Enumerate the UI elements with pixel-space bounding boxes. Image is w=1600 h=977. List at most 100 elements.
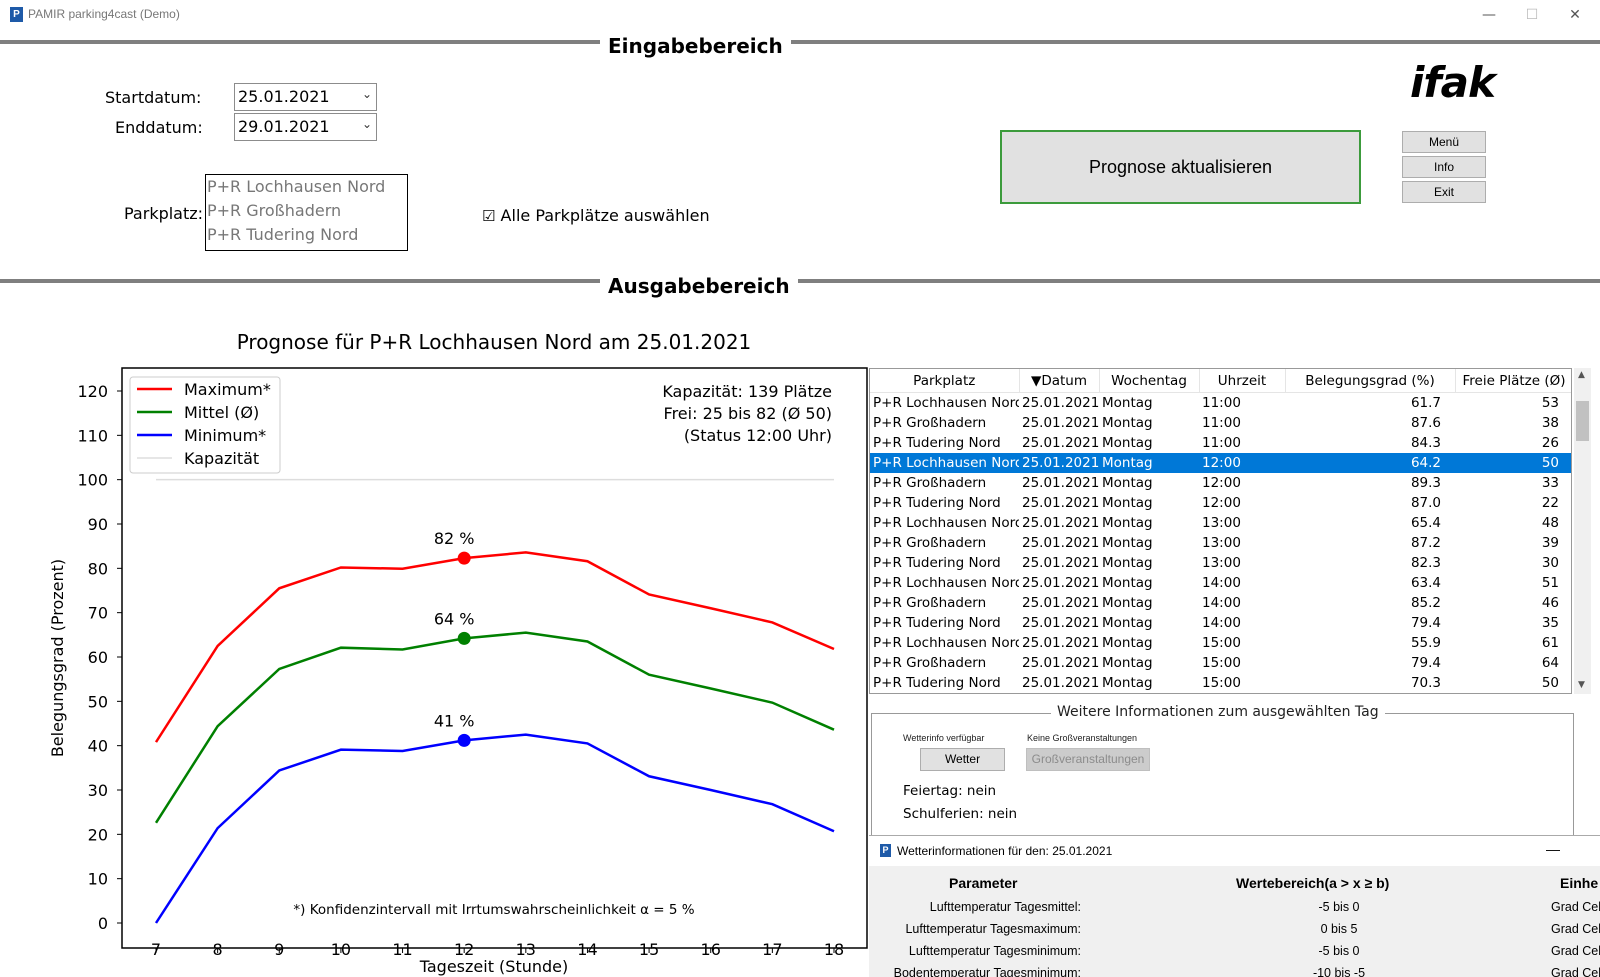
col-range-header: Wertebereich(a > x ≥ b) [1236,875,1390,891]
parking-label: Parkplatz: [124,204,204,223]
table-cell: 38 [1541,415,1559,431]
table-cell: P+R Tudering Nord [873,555,1001,571]
col-parameter-header: Parameter [949,875,1018,891]
parking-icon: P [880,844,891,857]
select-all-checkbox[interactable]: ☑ Alle Parkplätze auswählen [482,206,710,225]
chevron-up-icon[interactable]: ▲ [1578,370,1585,380]
x-tick-label: 12 [454,940,474,959]
scrollbar-thumb[interactable] [1576,401,1589,441]
table-cell: P+R Tudering Nord [873,495,1001,511]
table-cell: P+R Großhadern [873,415,987,431]
table-cell: 25.01.2021 [1022,575,1099,591]
table-cell: P+R Tudering Nord [873,675,1001,691]
close-button[interactable]: ✕ [1569,7,1581,23]
table-cell: P+R Großhadern [873,535,987,551]
start-date-picker[interactable]: 25.01.2021 ⌄ [234,83,377,111]
table-cell: 13:00 [1202,535,1241,551]
series-line-mean [154,631,835,824]
table-row[interactable]: P+R Tudering Nord 25.01.2021 Montag 12:00 87… [870,493,1571,513]
table-row[interactable]: P+R Lochhausen Nord 25.01.2021 Montag 14:00… [870,573,1571,593]
table-row[interactable]: P+R Großhadern 25.01.2021 Montag 14:00 85.2 4… [870,593,1571,613]
column-header[interactable]: Freie Plätze (Ø) [1455,369,1571,393]
school-holiday-info: Schulferien: nein [903,806,1018,822]
table-cell: 14:00 [1202,575,1241,591]
table-cell: Montag [1102,495,1153,511]
forecast-table[interactable]: Parkplatz ▼Datum Wochentag Uhrzeit Belegungs… [869,368,1572,694]
table-cell: 50 [1541,675,1559,691]
table-cell: 25.01.2021 [1022,555,1099,571]
ifak-logo: ifak [1410,58,1496,107]
x-tick-label: 16 [701,940,721,959]
weather-button[interactable]: Wetter [920,748,1005,771]
legend-label-minimum: Minimum* [184,426,266,445]
table-cell: 22 [1541,495,1559,511]
table-scrollbar[interactable]: ▲ ▼ [1574,368,1591,694]
table-cell: 30 [1541,555,1559,571]
table-cell: 25.01.2021 [1022,475,1099,491]
title-bar [0,0,1600,30]
table-cell: 61.7 [1410,395,1441,411]
table-row[interactable]: P+R Großhadern 25.01.2021 Montag 12:00 89.3 3… [870,473,1571,493]
parking-listbox[interactable]: P+R Lochhausen Nord P+R Großhadern P+R T… [205,174,408,251]
checkbox-checked-icon: ☑ [482,207,496,225]
update-forecast-button[interactable]: Prognose aktualisieren [1000,130,1361,204]
table-cell: 11:00 [1202,395,1241,411]
popup-minimize-button[interactable]: — [1546,841,1560,857]
maximize-button[interactable]: ☐ [1525,7,1539,23]
weather-parameter: Lufttemperatur Tagesminimum: [908,944,1081,958]
list-item[interactable]: P+R Großhadern [207,201,342,220]
table-cell: 25.01.2021 [1022,415,1099,431]
table-cell: 85.2 [1410,595,1441,611]
table-row[interactable]: P+R Lochhausen Nord 25.01.2021 Montag 13:00… [870,513,1571,533]
table-cell: 53 [1541,395,1559,411]
start-date-label: Startdatum: [105,88,202,107]
menu-button[interactable]: Menü [1402,131,1486,153]
table-cell: 63.4 [1410,575,1441,591]
table-cell: 14:00 [1202,595,1241,611]
table-row[interactable]: P+R Tudering Nord 25.01.2021 Montag 14:00 79… [870,613,1571,633]
minimize-button[interactable]: — [1482,7,1496,23]
table-row[interactable]: P+R Lochhausen Nord 25.01.2021 Montag 12:00… [870,453,1571,473]
table-row[interactable]: P+R Großhadern 25.01.2021 Montag 13:00 87.2 3… [870,533,1571,553]
legend-label-maximum: Maximum* [184,380,271,399]
table-cell: 35 [1541,615,1559,631]
x-tick-label: 18 [824,940,844,959]
x-tick-label: 10 [331,940,351,959]
x-tick-label: 8 [213,940,223,959]
list-item[interactable]: P+R Lochhausen Nord [207,177,386,196]
table-row[interactable]: P+R Großhadern 25.01.2021 Montag 15:00 79.4 6… [870,653,1571,673]
events-button[interactable]: Großveranstaltungen [1026,748,1150,771]
column-header[interactable]: Uhrzeit [1199,369,1286,393]
end-date-picker[interactable]: 29.01.2021 ⌄ [234,113,377,141]
chevron-down-icon[interactable]: ▼ [1578,680,1585,690]
table-cell: 55.9 [1410,635,1441,651]
table-row[interactable]: P+R Lochhausen Nord 25.01.2021 Montag 11:00… [870,393,1571,414]
table-row[interactable]: P+R Tudering Nord 25.01.2021 Montag 15:00 70… [870,673,1571,693]
table-row[interactable]: P+R Tudering Nord 25.01.2021 Montag 13:00 82… [870,553,1571,573]
table-row[interactable]: P+R Lochhausen Nord 25.01.2021 Montag 15:00… [870,633,1571,653]
weather-unit: Grad Cel [1551,922,1600,936]
table-cell: Montag [1102,555,1153,571]
table-row[interactable]: P+R Tudering Nord 25.01.2021 Montag 11:00 84… [870,433,1571,453]
table-row[interactable]: P+R Großhadern 25.01.2021 Montag 11:00 87.6 3… [870,413,1571,433]
table-cell: 25.01.2021 [1022,435,1099,451]
popup-title: Wetterinformationen für den: 25.01.2021 [897,844,1113,858]
capacity-info: Kapazität: 139 Plätze [662,382,832,401]
column-header[interactable]: ▼Datum [1019,369,1100,393]
y-tick-label: 100 [77,471,108,490]
column-header[interactable]: Belegungsgrad (%) [1285,369,1456,393]
table-cell: 64.2 [1285,453,1455,473]
chevron-down-icon: ⌄ [361,117,372,131]
weather-caption: Wetterinfo verfügbar [903,733,985,743]
table-cell: Montag [1102,415,1153,431]
exit-button[interactable]: Exit [1402,181,1486,203]
table-header: Parkplatz ▼Datum Wochentag Uhrzeit Belegungs… [870,369,1571,393]
table-cell: 39 [1541,535,1559,551]
column-header[interactable]: Parkplatz [870,369,1020,393]
y-tick-label: 80 [88,559,108,578]
weather-unit: Grad Cel [1551,966,1600,977]
info-button[interactable]: Info [1402,156,1486,178]
list-item[interactable]: P+R Tudering Nord [207,225,359,244]
column-header[interactable]: Wochentag [1099,369,1200,393]
table-cell: 65.4 [1410,515,1441,531]
